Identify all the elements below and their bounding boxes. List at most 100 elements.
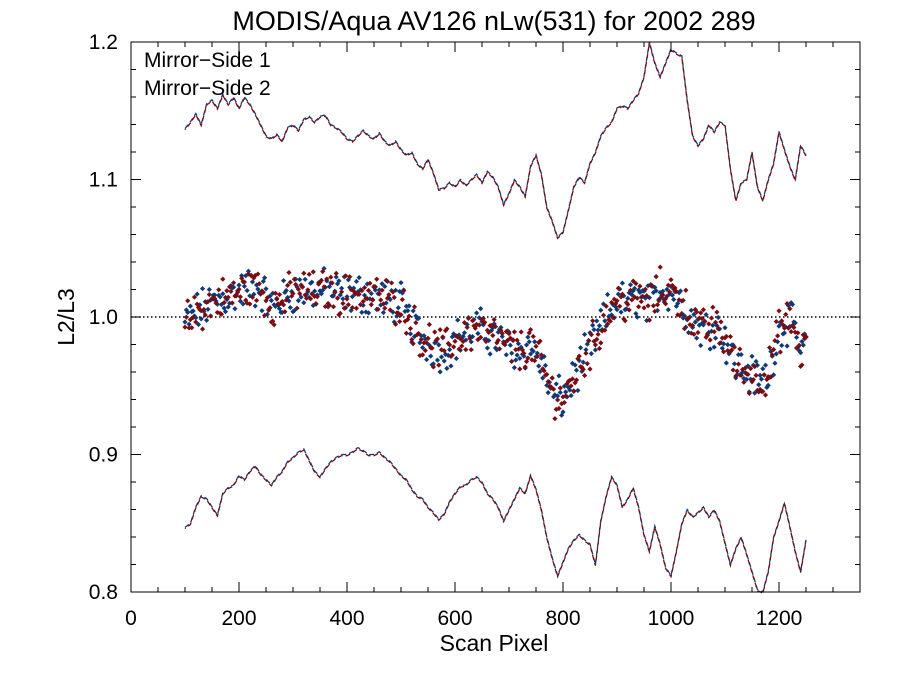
data-point: [756, 382, 762, 388]
data-point: [206, 286, 212, 293]
data-point: [715, 314, 721, 321]
data-point: [410, 308, 416, 314]
data-point: [602, 327, 608, 333]
data-point: [499, 333, 505, 340]
data-point: [727, 334, 733, 340]
data-point: [771, 346, 777, 353]
data-point: [681, 313, 688, 319]
data-point: [621, 293, 627, 299]
data-point: [398, 312, 404, 318]
data-point: [202, 312, 208, 318]
data-point: [611, 296, 617, 302]
data-point: [415, 315, 422, 322]
y-tick-label: 0.9: [89, 444, 118, 467]
data-point: [391, 294, 397, 301]
data-point: [687, 314, 693, 320]
data-point: [692, 306, 698, 313]
data-point: [413, 320, 419, 326]
data-point: [270, 290, 276, 296]
data-point: [432, 329, 438, 335]
data-point: [199, 326, 206, 332]
data-point: [646, 295, 652, 301]
data-point: [683, 287, 689, 293]
data-point: [191, 313, 198, 319]
data-point: [243, 273, 249, 279]
data-point: [283, 287, 289, 294]
data-point: [383, 277, 389, 284]
data-point: [533, 343, 539, 349]
data-point: [345, 302, 351, 308]
data-point: [519, 347, 526, 353]
data-point: [587, 366, 593, 372]
data-point: [586, 338, 592, 344]
data-point: [455, 334, 461, 340]
data-point: [388, 288, 395, 294]
data-point: [220, 291, 226, 297]
data-point: [339, 285, 345, 291]
data-point: [626, 290, 632, 296]
data-point: [483, 338, 489, 345]
data-point: [629, 292, 635, 298]
data-point: [213, 300, 219, 306]
data-point: [649, 283, 655, 289]
data-point: [320, 287, 326, 293]
data-point: [397, 318, 403, 325]
data-point: [438, 354, 445, 360]
data-point: [576, 353, 582, 359]
data-point: [205, 299, 211, 305]
data-point: [752, 390, 758, 396]
data-point: [685, 315, 692, 321]
data-point: [760, 388, 766, 395]
data-point: [664, 293, 670, 299]
data-point: [279, 298, 285, 305]
data-point: [239, 275, 245, 281]
data-point: [453, 355, 459, 362]
data-point: [636, 304, 642, 310]
data-point: [802, 336, 808, 342]
data-point: [206, 291, 212, 298]
data-point: [190, 314, 196, 321]
data-point: [575, 387, 581, 394]
data-point: [337, 310, 343, 316]
data-point: [320, 268, 326, 275]
data-point: [691, 311, 697, 318]
data-point: [618, 294, 624, 300]
data-point: [532, 358, 538, 364]
data-point: [711, 344, 717, 350]
data-point: [310, 269, 316, 275]
data-point: [478, 334, 484, 341]
data-point: [428, 353, 434, 359]
data-point: [777, 349, 783, 355]
data-point: [305, 287, 311, 293]
data-point: [653, 274, 659, 280]
data-point: [410, 341, 416, 347]
data-point: [195, 304, 202, 311]
data-point: [430, 364, 436, 370]
data-point: [576, 357, 582, 364]
data-point: [490, 332, 496, 339]
legend-entry-mirror-side-1: Mirror−Side 1: [144, 49, 271, 72]
data-point: [530, 348, 536, 354]
data-point: [429, 345, 435, 351]
data-point: [680, 297, 686, 304]
data-point: [353, 278, 360, 285]
data-point: [478, 306, 484, 312]
data-point: [387, 307, 393, 313]
data-point: [775, 339, 781, 345]
data-point: [406, 313, 412, 319]
y-tick-label: 1.2: [89, 31, 118, 54]
data-point: [521, 353, 527, 359]
data-point: [796, 348, 802, 354]
data-point: [359, 287, 365, 294]
data-point: [541, 353, 547, 360]
data-point: [557, 385, 563, 391]
data-point: [723, 333, 729, 340]
data-point: [775, 333, 781, 339]
data-point: [302, 276, 308, 282]
data-point: [498, 324, 504, 331]
data-point: [420, 345, 426, 351]
data-point: [641, 288, 647, 294]
data-point: [231, 284, 237, 290]
data-point: [660, 288, 666, 294]
